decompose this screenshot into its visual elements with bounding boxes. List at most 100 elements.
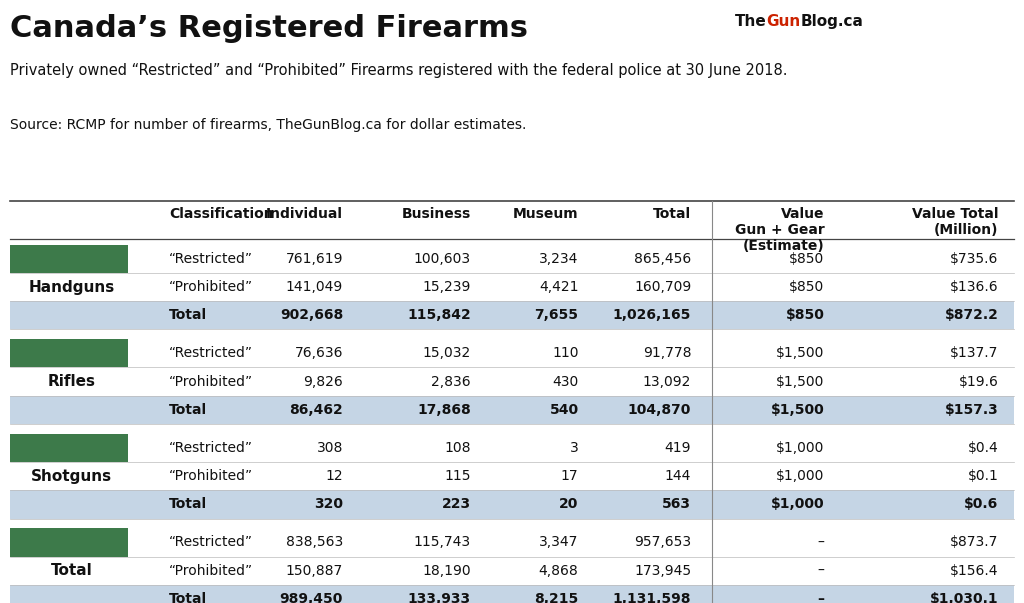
Text: 141,049: 141,049 xyxy=(286,280,343,294)
Text: 430: 430 xyxy=(552,374,579,388)
Bar xyxy=(10,301,1014,329)
Text: 104,870: 104,870 xyxy=(628,403,691,417)
Text: 761,619: 761,619 xyxy=(286,251,343,266)
Text: $19.6: $19.6 xyxy=(958,374,998,388)
Text: Value
Gun + Gear
(Estimate): Value Gun + Gear (Estimate) xyxy=(734,207,824,253)
Text: –: – xyxy=(817,535,824,549)
Text: 17: 17 xyxy=(561,469,579,483)
Text: 563: 563 xyxy=(663,497,691,511)
Text: 1,026,165: 1,026,165 xyxy=(612,308,691,322)
Bar xyxy=(10,585,1014,603)
Bar xyxy=(10,396,1014,424)
Text: 18,190: 18,190 xyxy=(423,564,471,578)
Text: 173,945: 173,945 xyxy=(634,564,691,578)
Text: 223: 223 xyxy=(442,497,471,511)
Text: –: – xyxy=(817,564,824,578)
Text: 115,743: 115,743 xyxy=(414,535,471,549)
Text: $156.4: $156.4 xyxy=(950,564,998,578)
Text: 115: 115 xyxy=(444,469,471,483)
Text: 100,603: 100,603 xyxy=(414,251,471,266)
Text: Classification: Classification xyxy=(169,207,273,221)
Text: Privately owned “Restricted” and “Prohibited” Firearms registered with the feder: Privately owned “Restricted” and “Prohib… xyxy=(10,63,787,78)
Text: 540: 540 xyxy=(550,403,579,417)
Text: “Restricted”: “Restricted” xyxy=(169,535,253,549)
Text: 7,655: 7,655 xyxy=(535,308,579,322)
Text: $850: $850 xyxy=(790,251,824,266)
Text: Total: Total xyxy=(169,592,207,603)
Text: $136.6: $136.6 xyxy=(950,280,998,294)
Text: Canada’s Registered Firearms: Canada’s Registered Firearms xyxy=(10,14,528,43)
Text: $873.7: $873.7 xyxy=(950,535,998,549)
Text: $1,030.1: $1,030.1 xyxy=(930,592,998,603)
Text: Handguns: Handguns xyxy=(29,280,115,294)
Text: 115,842: 115,842 xyxy=(408,308,471,322)
Text: $735.6: $735.6 xyxy=(950,251,998,266)
Text: Total: Total xyxy=(653,207,691,221)
Text: 15,239: 15,239 xyxy=(423,280,471,294)
Text: 4,868: 4,868 xyxy=(539,564,579,578)
Text: 76,636: 76,636 xyxy=(295,346,343,361)
Text: 86,462: 86,462 xyxy=(290,403,343,417)
Text: Individual: Individual xyxy=(266,207,343,221)
Text: –: – xyxy=(817,592,824,603)
Text: “Prohibited”: “Prohibited” xyxy=(169,374,253,388)
Text: 150,887: 150,887 xyxy=(286,564,343,578)
Text: 2,836: 2,836 xyxy=(431,374,471,388)
Text: Total: Total xyxy=(169,403,207,417)
Text: $850: $850 xyxy=(790,280,824,294)
Bar xyxy=(10,434,128,462)
Text: 3: 3 xyxy=(569,441,579,455)
Text: Total: Total xyxy=(51,563,92,578)
Text: $850: $850 xyxy=(785,308,824,322)
Text: Gun: Gun xyxy=(766,14,800,28)
Text: 13,092: 13,092 xyxy=(643,374,691,388)
Text: $0.4: $0.4 xyxy=(968,441,998,455)
Text: 902,668: 902,668 xyxy=(280,308,343,322)
Text: $0.1: $0.1 xyxy=(968,469,998,483)
Text: “Prohibited”: “Prohibited” xyxy=(169,280,253,294)
Text: 957,653: 957,653 xyxy=(634,535,691,549)
Text: 144: 144 xyxy=(665,469,691,483)
Text: Business: Business xyxy=(401,207,471,221)
Text: $1,000: $1,000 xyxy=(771,497,824,511)
Text: 20: 20 xyxy=(559,497,579,511)
Text: $872.2: $872.2 xyxy=(944,308,998,322)
Text: 989,450: 989,450 xyxy=(280,592,343,603)
Text: 91,778: 91,778 xyxy=(643,346,691,361)
Text: “Restricted”: “Restricted” xyxy=(169,346,253,361)
Text: 4,421: 4,421 xyxy=(539,280,579,294)
Text: Total: Total xyxy=(169,308,207,322)
Text: $137.7: $137.7 xyxy=(950,346,998,361)
Text: 320: 320 xyxy=(314,497,343,511)
Text: $1,500: $1,500 xyxy=(776,374,824,388)
Bar xyxy=(10,528,128,557)
Text: Total: Total xyxy=(169,497,207,511)
Text: 133,933: 133,933 xyxy=(408,592,471,603)
Text: $1,000: $1,000 xyxy=(776,469,824,483)
Text: $0.6: $0.6 xyxy=(965,497,998,511)
Text: 17,868: 17,868 xyxy=(418,403,471,417)
Text: 3,347: 3,347 xyxy=(540,535,579,549)
Text: Value Total
(Million): Value Total (Million) xyxy=(912,207,998,237)
Text: The: The xyxy=(735,14,767,28)
Text: 838,563: 838,563 xyxy=(286,535,343,549)
Text: 865,456: 865,456 xyxy=(634,251,691,266)
Text: 9,826: 9,826 xyxy=(303,374,343,388)
Text: “Restricted”: “Restricted” xyxy=(169,251,253,266)
Text: 110: 110 xyxy=(552,346,579,361)
Text: 108: 108 xyxy=(444,441,471,455)
Text: 12: 12 xyxy=(326,469,343,483)
Bar xyxy=(10,245,128,273)
Text: “Prohibited”: “Prohibited” xyxy=(169,469,253,483)
Text: “Prohibited”: “Prohibited” xyxy=(169,564,253,578)
Text: 15,032: 15,032 xyxy=(423,346,471,361)
Text: 160,709: 160,709 xyxy=(634,280,691,294)
Text: Museum: Museum xyxy=(513,207,579,221)
Text: “Restricted”: “Restricted” xyxy=(169,441,253,455)
Text: 419: 419 xyxy=(665,441,691,455)
Text: 308: 308 xyxy=(316,441,343,455)
Text: 8,215: 8,215 xyxy=(535,592,579,603)
Text: 1,131,598: 1,131,598 xyxy=(612,592,691,603)
Text: $1,000: $1,000 xyxy=(776,441,824,455)
Text: Source: RCMP for number of firearms, TheGunBlog.ca for dollar estimates.: Source: RCMP for number of firearms, The… xyxy=(10,119,526,133)
